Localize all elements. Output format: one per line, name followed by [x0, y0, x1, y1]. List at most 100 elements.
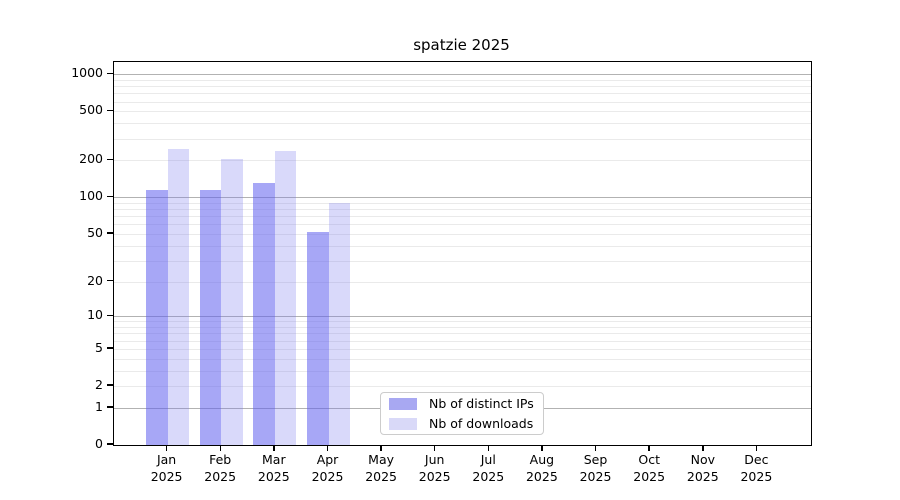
legend-item-distinct-ips: Nb of distinct IPs — [389, 395, 543, 412]
x-tick-month: Feb — [209, 452, 232, 467]
x-tick-year: 2025 — [579, 469, 612, 484]
x-tick-label: Oct 2025 — [607, 451, 691, 485]
minor-gridline — [114, 386, 811, 387]
x-tick-mark — [165, 445, 168, 451]
x-tick-year: 2025 — [311, 469, 344, 484]
bar-downloads-mar — [274, 151, 297, 445]
minor-gridline — [114, 93, 811, 95]
minor-gridline — [114, 234, 811, 235]
y-tick-label: 100 — [79, 188, 103, 204]
bar-distinct-ips-jan — [146, 189, 168, 445]
y-tick-mark — [107, 158, 113, 161]
bar-downloads-feb — [221, 158, 243, 445]
x-tick-label: Mar 2025 — [232, 451, 316, 485]
x-tick-year: 2025 — [686, 469, 719, 484]
x-tick-month: May — [368, 452, 395, 467]
x-tick-label: Aug 2025 — [500, 451, 584, 485]
minor-gridline — [114, 123, 811, 125]
legend-swatch-downloads-icon — [389, 417, 417, 430]
legend-swatch-distinct-ips-icon — [389, 397, 417, 410]
minor-gridline — [114, 245, 811, 247]
x-tick-month: Jul — [480, 452, 496, 467]
x-tick-month: Apr — [316, 452, 339, 467]
minor-gridline — [114, 101, 811, 103]
minor-gridline — [114, 348, 811, 350]
minor-gridline — [114, 202, 811, 204]
x-tick-label: Jun 2025 — [393, 451, 477, 485]
y-tick-label: 2 — [95, 377, 103, 392]
major-gridline — [114, 197, 811, 199]
y-tick-label: 10 — [87, 307, 103, 323]
chart-title: spatzie 2025 — [413, 36, 510, 54]
x-tick-year: 2025 — [150, 469, 183, 484]
minor-gridline — [114, 370, 811, 372]
y-tick-label: 5 — [95, 339, 103, 355]
bar-distinct-ips-mar — [253, 183, 275, 445]
x-tick-year: 2025 — [740, 469, 773, 484]
y-tick-mark — [107, 314, 113, 317]
x-tick-month: Jan — [156, 452, 177, 467]
x-tick-label: Jul 2025 — [446, 451, 530, 485]
minor-gridline — [114, 209, 811, 211]
y-tick-mark — [107, 384, 113, 386]
x-tick-label: Nov 2025 — [661, 451, 745, 485]
major-gridline — [114, 316, 811, 318]
x-tick-month: Nov — [690, 452, 715, 467]
x-tick-label: Jan 2025 — [125, 451, 209, 485]
x-tick-label: Sep 2025 — [554, 451, 638, 485]
gridlines-layer — [114, 62, 811, 445]
minor-gridline — [114, 281, 811, 283]
legend-label-downloads: Nb of downloads — [429, 416, 534, 431]
x-tick-mark — [487, 445, 490, 451]
minor-gridline — [114, 327, 811, 329]
minor-gridline — [114, 224, 811, 226]
y-tick-mark — [107, 195, 113, 198]
legend-label-distinct-ips: Nb of distinct IPs — [429, 396, 534, 411]
bar-distinct-ips-apr — [307, 232, 329, 445]
x-tick-label: May 2025 — [339, 451, 423, 485]
x-tick-mark — [594, 445, 597, 451]
x-tick-mark — [648, 445, 650, 451]
x-tick-month: Jun — [424, 452, 445, 467]
y-tick-mark — [107, 109, 113, 112]
x-tick-mark — [219, 445, 221, 451]
x-tick-label: Dec 2025 — [714, 451, 798, 485]
bar-downloads-apr — [328, 202, 350, 445]
y-tick-label: 50 — [87, 225, 103, 240]
minor-gridline — [114, 260, 811, 262]
y-tick-label: 20 — [87, 272, 103, 288]
x-tick-mark — [541, 445, 543, 451]
x-tick-label: Feb 2025 — [178, 451, 262, 485]
y-tick-label: 500 — [79, 102, 103, 118]
minor-gridline — [114, 340, 811, 342]
bar-distinct-ips-feb — [199, 189, 222, 445]
minor-gridline — [114, 160, 811, 162]
y-tick-mark — [107, 443, 113, 445]
x-tick-month: Sep — [583, 452, 608, 467]
y-tick-label: 1000 — [71, 65, 103, 81]
x-tick-mark — [755, 445, 758, 451]
x-tick-year: 2025 — [525, 469, 558, 484]
x-tick-mark — [433, 445, 436, 451]
x-tick-year: 2025 — [365, 469, 397, 484]
y-tick-mark — [107, 347, 113, 349]
legend-item-downloads: Nb of downloads — [389, 415, 543, 432]
x-tick-month: Oct — [638, 452, 660, 467]
y-tick-mark — [107, 279, 113, 282]
y-tick-label: 200 — [79, 151, 103, 167]
y-tick-mark — [107, 406, 113, 408]
minor-gridline — [114, 111, 811, 113]
minor-gridline — [114, 138, 811, 140]
bars-layer — [114, 62, 811, 445]
x-tick-year: 2025 — [633, 469, 666, 484]
minor-gridline — [114, 321, 811, 323]
x-tick-mark — [380, 445, 382, 451]
major-gridline — [114, 74, 811, 76]
x-tick-label: Apr 2025 — [286, 451, 370, 485]
minor-gridline — [114, 358, 811, 360]
x-tick-month: Mar — [262, 452, 286, 467]
y-tick-label: 0 — [95, 436, 103, 451]
legend: Nb of distinct IPs Nb of downloads — [380, 392, 544, 435]
minor-gridline — [114, 216, 811, 218]
